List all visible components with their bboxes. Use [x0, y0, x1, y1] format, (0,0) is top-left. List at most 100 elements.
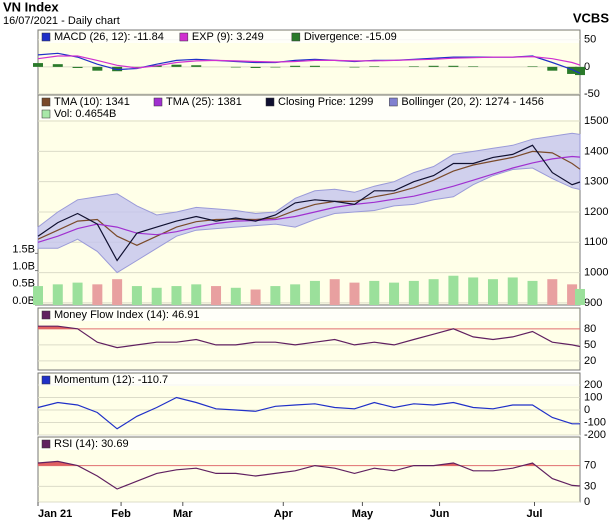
volume-bar	[428, 279, 439, 305]
divergence-bar	[527, 66, 538, 67]
legend-bg	[39, 31, 579, 43]
volume-bar	[191, 284, 202, 305]
panel: -50 0 50 MACD (26, 12): -11.84 EXP (9): 3.24…	[33, 29, 600, 100]
volume-bar	[151, 287, 162, 305]
legend-bg	[39, 96, 579, 120]
legend-bg	[39, 374, 579, 386]
series-line	[37, 55, 581, 69]
y-tick-label: 50	[584, 339, 596, 351]
y-tick-label: 20	[584, 355, 596, 367]
x-tick-label: Apr	[274, 508, 294, 520]
divergence-bar	[408, 66, 419, 67]
x-tick-label: Jul	[527, 508, 543, 520]
volume-bar	[52, 284, 63, 305]
volume-bar	[33, 286, 43, 305]
legend-swatch	[179, 32, 189, 42]
volume-bar	[72, 282, 83, 305]
divergence-bar	[250, 66, 261, 68]
y2-tick-label: 1.0B	[12, 260, 35, 272]
y-tick-label: -100	[584, 416, 606, 428]
legend-swatch	[153, 97, 163, 107]
y-tick-label: 30	[584, 480, 596, 492]
volume-bar	[547, 279, 558, 305]
legend-bg	[39, 438, 579, 450]
legend-label: Momentum (12): -110.7	[54, 374, 168, 386]
legend-label: Money Flow Index (14): 46.91	[54, 309, 200, 321]
divergence-bar	[567, 66, 578, 74]
divergence-bar	[92, 66, 103, 71]
divergence-bar	[191, 65, 202, 67]
y-tick-label: 50	[584, 34, 596, 46]
series-line	[37, 396, 580, 430]
volume-bar	[369, 280, 380, 305]
legend-label: RSI (14): 30.69	[54, 438, 129, 450]
volume-bar	[270, 286, 281, 305]
legend-label: Closing Price: 1299	[278, 96, 373, 108]
divergence-bar	[468, 66, 479, 67]
y-tick-label: 200	[584, 379, 602, 391]
divergence-bar	[52, 64, 63, 67]
volume-bar	[575, 288, 585, 305]
volume-bar	[349, 282, 360, 305]
y-tick-label: -50	[584, 88, 600, 100]
x-tick-label: May	[352, 508, 374, 520]
series-line	[37, 144, 581, 262]
panel: 20 50 80 Money Flow Index (14): 46.91	[37, 307, 596, 371]
volume-bar	[211, 286, 222, 305]
divergence-bar	[270, 66, 281, 68]
y-tick-label: 1200	[584, 206, 608, 218]
y-tick-label: 0	[584, 61, 590, 73]
legend-label: Bollinger (20, 2): 1274 - 1456	[401, 96, 543, 108]
volume-bar	[507, 277, 518, 305]
y2-tick-label: 1.5B	[12, 243, 35, 255]
y-tick-label: 100	[584, 391, 602, 403]
divergence-bar	[290, 65, 301, 67]
volume-bar	[250, 289, 261, 305]
divergence-bar	[230, 66, 241, 68]
volume-bar	[567, 284, 578, 305]
x-tick-label: Jun	[430, 508, 450, 520]
y-tick-label: 0	[584, 404, 590, 416]
volume-bar	[487, 279, 498, 305]
volume-bar	[448, 275, 459, 305]
divergence-bar	[72, 66, 83, 68]
volume-bar	[171, 286, 182, 305]
y-tick-label: 1500	[584, 115, 608, 127]
divergence-bar	[171, 64, 182, 67]
volume-bar	[408, 280, 419, 305]
volume-bar	[468, 277, 479, 305]
series-line	[37, 460, 581, 490]
volume-bar	[329, 279, 340, 305]
title: VN Index	[3, 0, 59, 14]
legend-swatch	[389, 97, 398, 107]
legend-label: Divergence: -15.09	[304, 31, 397, 43]
volume-bar	[527, 280, 538, 305]
divergence-bar	[428, 65, 439, 67]
y-tick-label: -200	[584, 429, 606, 441]
y2-tick-label: 0.0B	[12, 295, 35, 307]
x-tick-label: Feb	[111, 508, 131, 520]
subtitle: 16/07/2021 - Daily chart	[3, 15, 120, 27]
divergence-bar	[349, 66, 360, 68]
panel: 900 1000 1100 1200 1300 1400 1500 0.0B 0.5B 1.0B 1…	[12, 94, 608, 309]
y-tick-label: 1300	[584, 176, 608, 188]
y-tick-label: 70	[584, 460, 596, 472]
legend-swatch	[291, 32, 301, 42]
legend-swatch	[41, 32, 51, 42]
divergence-bar	[131, 66, 142, 68]
legend-swatch	[41, 439, 51, 449]
legend-swatch	[41, 375, 51, 385]
x-tick-label: Mar	[173, 508, 193, 520]
y-tick-label: 80	[584, 323, 596, 335]
divergence-bar	[369, 66, 380, 67]
panel: 0 30 70 RSI (14): 30.69 Jan 21 Feb Mar Apr May Ju…	[37, 436, 596, 520]
volume-bar	[389, 282, 400, 305]
y-tick-label: 0	[584, 496, 590, 508]
bollinger-band	[37, 132, 581, 274]
divergence-bar	[309, 65, 320, 67]
y-tick-label: 1400	[584, 145, 608, 157]
legend-label: TMA (10): 1341	[54, 96, 130, 108]
volume-bar	[290, 284, 301, 305]
